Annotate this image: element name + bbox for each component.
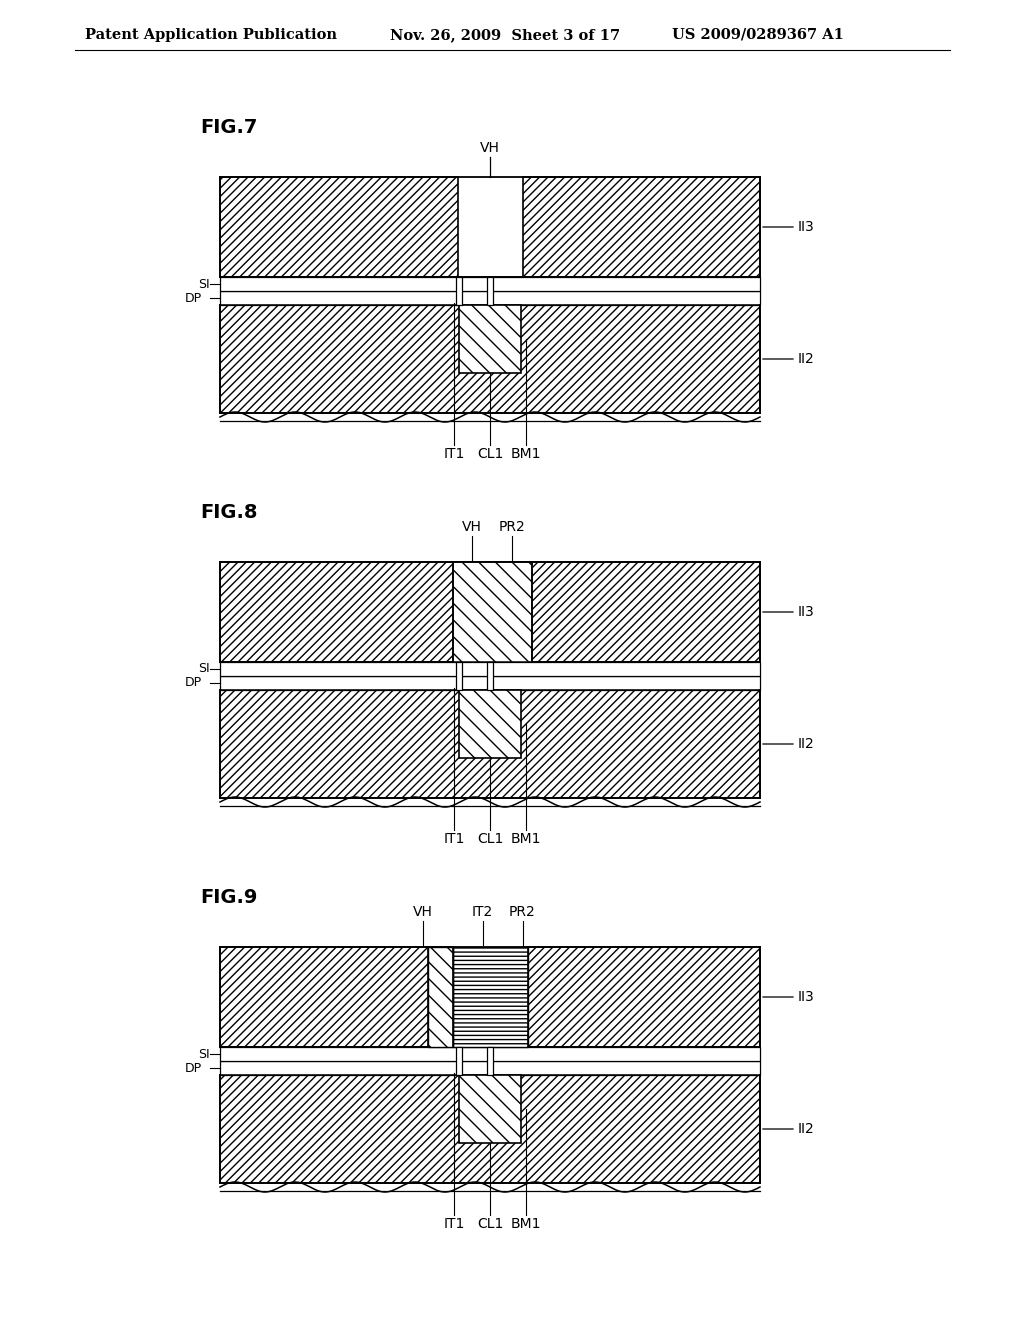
Text: II2: II2 bbox=[798, 1122, 815, 1137]
Text: CL1: CL1 bbox=[477, 447, 503, 461]
Text: II2: II2 bbox=[798, 352, 815, 366]
Bar bbox=[456, 1047, 462, 1074]
Bar bbox=[456, 277, 462, 305]
Bar bbox=[522, 946, 760, 1047]
Text: II3: II3 bbox=[798, 605, 815, 619]
Bar bbox=[220, 562, 760, 663]
Text: CL1: CL1 bbox=[477, 832, 503, 846]
Bar bbox=[453, 562, 531, 663]
Text: II2: II2 bbox=[798, 737, 815, 751]
Text: IT1: IT1 bbox=[443, 832, 465, 846]
Bar bbox=[220, 663, 760, 676]
Bar bbox=[487, 1047, 493, 1074]
Bar bbox=[522, 177, 760, 277]
Text: SI: SI bbox=[199, 1048, 210, 1060]
Text: II3: II3 bbox=[798, 990, 815, 1005]
Bar bbox=[459, 305, 521, 374]
Bar bbox=[487, 277, 493, 305]
Text: VH: VH bbox=[480, 141, 500, 154]
Bar bbox=[220, 1061, 760, 1074]
Text: IT1: IT1 bbox=[443, 447, 465, 461]
Bar bbox=[459, 1074, 521, 1143]
Text: US 2009/0289367 A1: US 2009/0289367 A1 bbox=[672, 28, 844, 42]
Text: CL1: CL1 bbox=[477, 1217, 503, 1232]
Text: SI: SI bbox=[199, 277, 210, 290]
Text: Patent Application Publication: Patent Application Publication bbox=[85, 28, 337, 42]
Bar bbox=[220, 177, 458, 277]
Text: II3: II3 bbox=[798, 220, 815, 234]
Text: DP: DP bbox=[185, 676, 202, 689]
Text: BM1: BM1 bbox=[511, 832, 542, 846]
Text: Nov. 26, 2009  Sheet 3 of 17: Nov. 26, 2009 Sheet 3 of 17 bbox=[390, 28, 621, 42]
Text: VH: VH bbox=[462, 520, 482, 535]
Text: FIG.7: FIG.7 bbox=[200, 117, 257, 137]
Bar bbox=[487, 663, 493, 690]
Bar bbox=[220, 305, 760, 413]
Text: SI: SI bbox=[199, 663, 210, 676]
Bar bbox=[220, 676, 760, 690]
Text: DP: DP bbox=[185, 1061, 202, 1074]
Bar bbox=[220, 690, 760, 799]
Bar bbox=[220, 290, 760, 305]
Text: FIG.8: FIG.8 bbox=[200, 503, 257, 521]
Bar bbox=[220, 1074, 760, 1183]
Bar bbox=[220, 946, 453, 1047]
Bar bbox=[453, 946, 527, 1047]
Bar bbox=[427, 946, 453, 1047]
Text: IT2: IT2 bbox=[472, 906, 494, 919]
Text: BM1: BM1 bbox=[511, 1217, 542, 1232]
Bar bbox=[456, 663, 462, 690]
Text: IT1: IT1 bbox=[443, 1217, 465, 1232]
Text: DP: DP bbox=[185, 292, 202, 305]
Text: FIG.9: FIG.9 bbox=[200, 888, 257, 907]
Bar bbox=[459, 690, 521, 758]
Text: BM1: BM1 bbox=[511, 447, 542, 461]
Bar bbox=[220, 1047, 760, 1061]
Text: VH: VH bbox=[413, 906, 432, 919]
Text: PR2: PR2 bbox=[499, 520, 525, 535]
Bar bbox=[220, 277, 760, 290]
Text: PR2: PR2 bbox=[509, 906, 536, 919]
